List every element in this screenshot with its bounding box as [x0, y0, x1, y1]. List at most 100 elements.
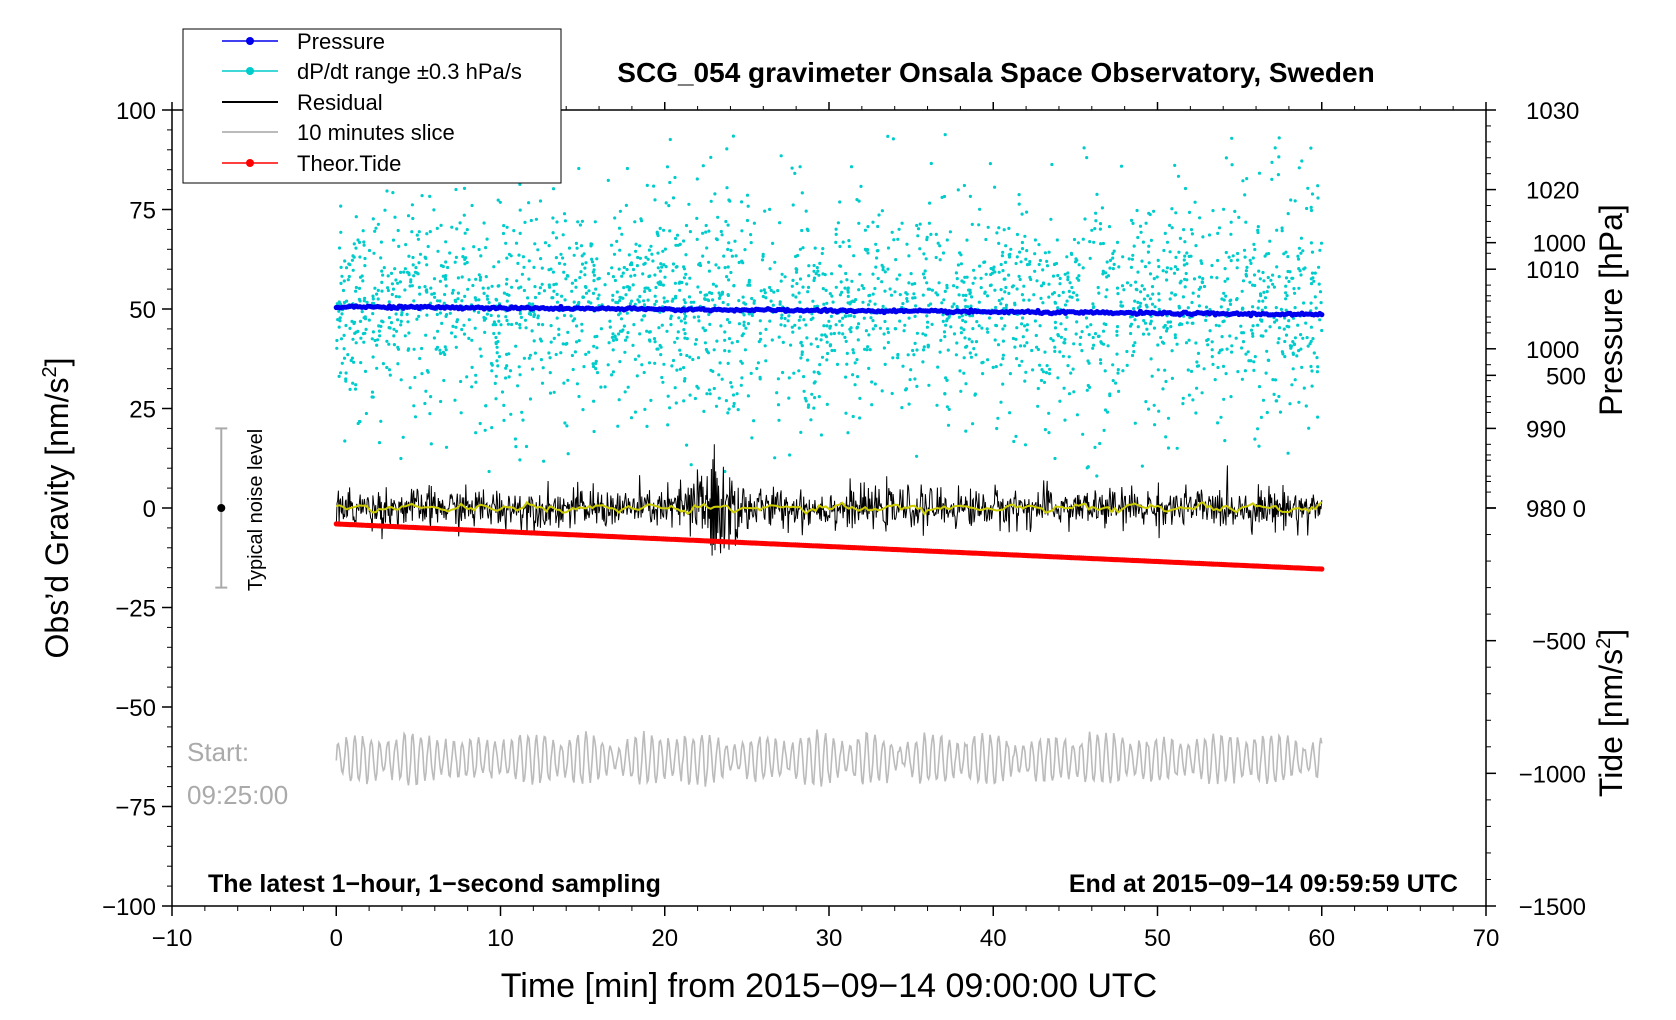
dpdt-point — [664, 201, 668, 205]
dpdt-point — [853, 383, 857, 387]
dpdt-point — [406, 214, 411, 218]
dpdt-point — [747, 280, 751, 284]
dpdt-point — [505, 256, 509, 260]
dpdt-point — [930, 322, 934, 326]
dpdt-point — [1115, 286, 1120, 290]
dpdt-point — [858, 272, 862, 276]
dpdt-point — [1025, 249, 1029, 253]
dpdt-point — [1210, 263, 1214, 268]
dpdt-point — [922, 345, 926, 349]
dpdt-point — [385, 365, 389, 370]
dpdt-point — [411, 263, 415, 267]
dpdt-point — [954, 353, 959, 357]
dpdt-point — [501, 231, 506, 236]
dpdt-point — [597, 293, 601, 297]
dpdt-point — [1257, 171, 1262, 175]
dpdt-point — [851, 299, 855, 303]
dpdt-point — [791, 278, 795, 282]
dpdt-point — [373, 229, 377, 233]
dpdt-point — [1195, 386, 1199, 390]
dpdt-point — [548, 356, 552, 360]
dpdt-point — [498, 200, 502, 204]
dpdt-point — [898, 319, 902, 323]
dpdt-point — [438, 351, 443, 356]
dpdt-point — [762, 288, 766, 292]
dpdt-point — [905, 292, 909, 296]
dpdt-point — [1071, 367, 1075, 371]
dpdt-point — [337, 246, 342, 250]
y-tick-label: −50 — [115, 695, 156, 722]
dpdt-point — [1319, 301, 1323, 305]
dpdt-point — [383, 208, 387, 212]
dpdt-point — [1004, 306, 1008, 310]
dpdt-point — [1173, 336, 1177, 340]
dpdt-point — [968, 351, 972, 355]
dpdt-point — [1199, 259, 1203, 263]
dpdt-point — [1074, 257, 1078, 261]
dpdt-point — [1028, 260, 1032, 264]
dpdt-point — [1111, 267, 1115, 271]
dpdt-point — [1025, 210, 1029, 214]
dpdt-point — [466, 287, 470, 291]
dpdt-point — [896, 353, 900, 357]
dpdt-point — [572, 300, 576, 304]
dpdt-point — [1156, 258, 1160, 262]
dpdt-point — [730, 254, 735, 258]
dpdt-point — [771, 241, 775, 245]
dpdt-point — [874, 324, 878, 328]
dpdt-point — [864, 329, 869, 333]
dpdt-point — [925, 314, 929, 318]
dpdt-point — [991, 365, 995, 369]
dpdt-point — [740, 361, 744, 365]
dpdt-point — [549, 324, 553, 328]
dpdt-point — [1023, 443, 1028, 447]
dpdt-point — [915, 348, 919, 352]
dpdt-point — [1058, 282, 1062, 286]
dpdt-point — [1077, 263, 1081, 267]
dpdt-point — [727, 320, 732, 324]
dpdt-point — [1211, 362, 1215, 366]
dpdt-point — [1129, 331, 1133, 336]
dpdt-point — [555, 316, 559, 320]
dpdt-point — [997, 298, 1001, 303]
dpdt-point — [961, 318, 965, 322]
dpdt-point — [370, 390, 375, 394]
dpdt-point — [840, 323, 844, 327]
dpdt-point — [994, 365, 998, 369]
dpdt-point — [375, 292, 379, 296]
dpdt-point — [1302, 301, 1306, 305]
dpdt-point — [661, 283, 666, 287]
dpdt-point — [1152, 326, 1157, 330]
dpdt-point — [606, 272, 611, 276]
dpdt-point — [830, 294, 834, 298]
dpdt-point — [1316, 365, 1320, 369]
dpdt-point — [433, 295, 437, 299]
dpdt-point — [610, 373, 614, 377]
dpdt-point — [833, 348, 837, 353]
dpdt-point — [1003, 260, 1008, 264]
dpdt-point — [889, 293, 894, 297]
dpdt-point — [838, 244, 842, 249]
dpdt-point — [1284, 297, 1288, 301]
dpdt-point — [1011, 336, 1016, 341]
dpdt-point — [362, 243, 366, 247]
dpdt-point — [656, 347, 660, 351]
dpdt-point — [666, 423, 670, 427]
dpdt-point — [574, 285, 578, 289]
dpdt-point — [943, 133, 947, 137]
dpdt-point — [1283, 339, 1287, 344]
dpdt-point — [470, 338, 474, 342]
dpdt-point — [354, 330, 358, 334]
dpdt-point — [507, 375, 511, 379]
dpdt-point — [685, 337, 689, 341]
dpdt-point — [510, 322, 514, 327]
dpdt-point — [563, 421, 567, 425]
dpdt-point — [350, 356, 354, 360]
dpdt-point — [1284, 333, 1289, 337]
dpdt-point — [346, 353, 350, 357]
dpdt-point — [631, 343, 635, 347]
dpdt-point — [866, 345, 870, 349]
dpdt-point — [357, 297, 361, 301]
dpdt-point — [340, 312, 344, 316]
